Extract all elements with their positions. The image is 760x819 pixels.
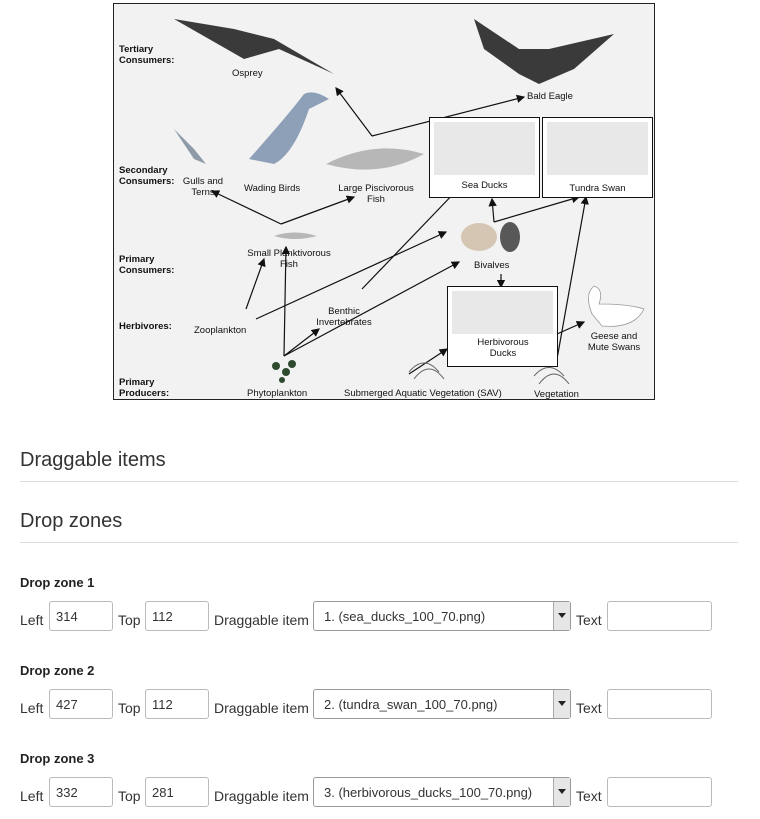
label-osprey: Osprey bbox=[232, 68, 263, 79]
drop-zone-3-top-input[interactable] bbox=[145, 777, 209, 807]
drop-zone-1-title: Drop zone 1 bbox=[20, 575, 95, 590]
drop-zone-2-title: Drop zone 2 bbox=[20, 663, 95, 678]
level-producers: Primary Producers: bbox=[119, 377, 170, 399]
drop-zone-1-item-select[interactable]: 1. (sea_ducks_100_70.png) bbox=[313, 601, 571, 631]
drop-zone-2-left-input[interactable] bbox=[49, 689, 113, 719]
draggable-item-label: Draggable item bbox=[214, 700, 309, 716]
box-tundra-swan: Tundra Swan bbox=[542, 117, 653, 198]
food-web-image: Tertiary Consumers: Secondary Consumers:… bbox=[113, 3, 655, 400]
level-secondary: Secondary Consumers: bbox=[119, 165, 175, 187]
box-sea-ducks: Sea Ducks bbox=[429, 117, 540, 198]
text-label: Text bbox=[576, 612, 602, 628]
level-primary: Primary Consumers: bbox=[119, 254, 175, 276]
text-label: Text bbox=[576, 788, 602, 804]
label-sav: Submerged Aquatic Vegetation (SAV) bbox=[344, 388, 502, 399]
label-wading-birds: Wading Birds bbox=[244, 183, 301, 194]
drop-zone-2-item-value: 2. (tundra_swan_100_70.png) bbox=[324, 697, 498, 712]
drop-zone-1-row: Left Top Draggable item 1. (sea_ducks_10… bbox=[20, 601, 740, 631]
drop-zone-3-item-select[interactable]: 3. (herbivorous_ducks_100_70.png) bbox=[313, 777, 571, 807]
box-herbivorous-ducks: Herbivorous Ducks bbox=[447, 286, 558, 367]
chevron-down-icon[interactable] bbox=[553, 602, 570, 630]
level-herbivores: Herbivores: bbox=[119, 321, 172, 332]
chevron-down-icon[interactable] bbox=[553, 690, 570, 718]
left-label: Left bbox=[20, 788, 44, 804]
drop-zone-1-top-input[interactable] bbox=[145, 601, 209, 631]
drop-zone-3-row: Left Top Draggable item 3. (herbivorous_… bbox=[20, 777, 740, 807]
text-label: Text bbox=[576, 700, 602, 716]
label-tundra-swan: Tundra Swan bbox=[569, 183, 626, 194]
sea-ducks-photo bbox=[434, 122, 535, 175]
drop-zone-3-title: Drop zone 3 bbox=[20, 751, 95, 766]
left-label: Left bbox=[20, 700, 44, 716]
label-benthic: Benthic Invertebrates bbox=[316, 306, 372, 328]
drop-zone-1-left-input[interactable] bbox=[49, 601, 113, 631]
divider bbox=[20, 481, 738, 482]
draggable-item-label: Draggable item bbox=[214, 612, 309, 628]
label-bivalves: Bivalves bbox=[474, 260, 510, 271]
label-gulls-terns: Gulls and Terns bbox=[182, 176, 224, 198]
divider bbox=[20, 542, 738, 543]
label-vegetation: Vegetation bbox=[534, 389, 579, 400]
top-label: Top bbox=[118, 788, 141, 804]
tundra-swan-photo bbox=[547, 122, 648, 175]
draggable-item-label: Draggable item bbox=[214, 788, 309, 804]
drop-zone-1-text-input[interactable] bbox=[607, 601, 712, 631]
draggable-items-heading[interactable]: Draggable items bbox=[20, 449, 166, 471]
drop-zone-3-item-value: 3. (herbivorous_ducks_100_70.png) bbox=[324, 785, 533, 800]
label-large-fish: Large Piscivorous Fish bbox=[338, 183, 414, 205]
top-label: Top bbox=[118, 700, 141, 716]
label-geese-swans: Geese and Mute Swans bbox=[587, 331, 641, 353]
label-bald-eagle: Bald Eagle bbox=[527, 91, 573, 102]
label-sea-ducks: Sea Ducks bbox=[461, 180, 508, 191]
drop-zone-2-top-input[interactable] bbox=[145, 689, 209, 719]
herbivorous-ducks-photo bbox=[452, 291, 553, 334]
label-phytoplankton: Phytoplankton bbox=[247, 388, 308, 399]
drop-zone-2-item-select[interactable]: 2. (tundra_swan_100_70.png) bbox=[313, 689, 571, 719]
chevron-down-icon[interactable] bbox=[553, 778, 570, 806]
label-small-fish: Small Planktivorous Fish bbox=[247, 248, 331, 270]
level-tertiary: Tertiary Consumers: bbox=[119, 44, 175, 66]
left-label: Left bbox=[20, 612, 44, 628]
drop-zone-1-item-value: 1. (sea_ducks_100_70.png) bbox=[324, 609, 486, 624]
label-zooplankton: Zooplankton bbox=[194, 325, 247, 336]
top-label: Top bbox=[118, 612, 141, 628]
drop-zones-heading[interactable]: Drop zones bbox=[20, 510, 123, 532]
drop-zone-2-row: Left Top Draggable item 2. (tundra_swan_… bbox=[20, 689, 740, 719]
drop-zone-3-left-input[interactable] bbox=[49, 777, 113, 807]
drop-zone-2-text-input[interactable] bbox=[607, 689, 712, 719]
label-herbivorous-ducks: Herbivorous Ducks bbox=[477, 337, 529, 359]
drop-zone-3-text-input[interactable] bbox=[607, 777, 712, 807]
